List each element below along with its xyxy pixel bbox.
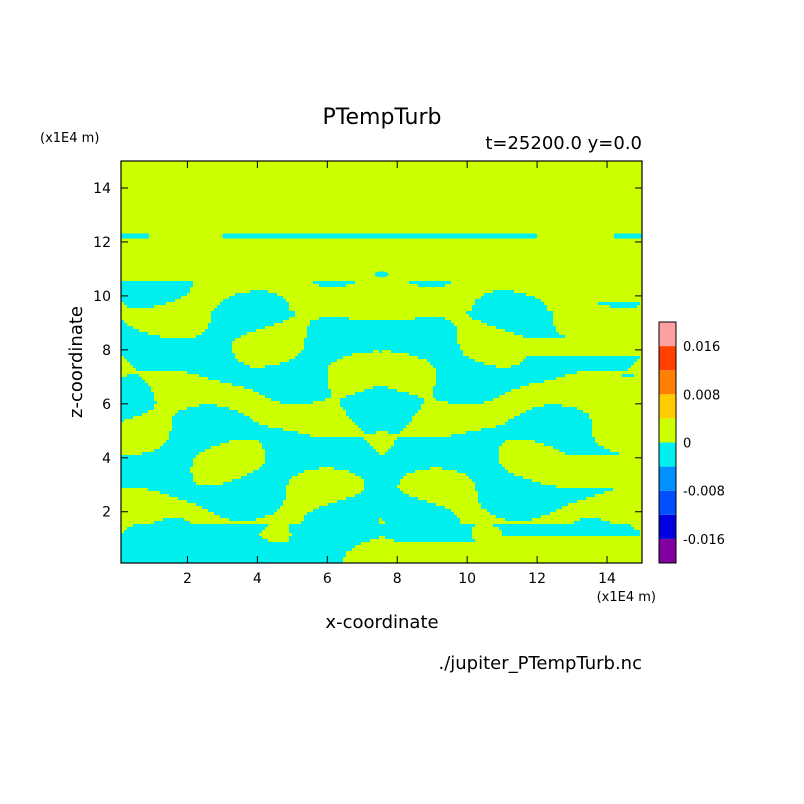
x-axis: 2 4 6 8 10 12 14 (183, 161, 616, 587)
colorbar-cell (659, 466, 676, 491)
x-axis-label: x-coordinate (325, 612, 438, 633)
colorbar-tick-label: -0.016 (683, 533, 725, 548)
colorbar-cell (659, 442, 676, 467)
colorbar-cell (659, 322, 676, 347)
x-tick-label: 10 (458, 571, 476, 587)
colorbar-tick-label: 0.016 (683, 340, 720, 355)
field-contours (121, 233, 642, 563)
chart-title: PTempTurb (323, 105, 442, 130)
colorbar-cell (659, 394, 676, 419)
source-file-label: ./jupiter_PTempTurb.nc (438, 653, 642, 674)
colorbar-cell (659, 346, 676, 371)
y-tick-label: 4 (102, 451, 111, 467)
x-tick-label: 14 (598, 571, 616, 587)
y-axis: 2 4 6 8 10 12 14 (93, 181, 642, 521)
colorbar-cell (659, 370, 676, 395)
y-tick-label: 8 (102, 343, 111, 359)
colorbar-cell (659, 490, 676, 515)
colorbar-tick-label: 0.008 (683, 388, 720, 403)
x-tick-label: 6 (323, 571, 332, 587)
x-tick-label: 2 (183, 571, 192, 587)
plot-frame (120, 160, 643, 564)
colorbar-cell (659, 418, 676, 443)
y-tick-label: 2 (102, 505, 111, 521)
y-tick-label: 6 (102, 397, 111, 413)
y-tick-label: 10 (93, 289, 111, 305)
x-scale-label: (x1E4 m) (597, 590, 656, 605)
y-tick-label: 12 (93, 235, 111, 251)
y-axis-label: z-coordinate (66, 306, 87, 418)
y-tick-label: 14 (93, 181, 111, 197)
y-scale-label: (x1E4 m) (40, 131, 99, 146)
colorbar-cell (659, 538, 676, 563)
x-tick-label: 12 (528, 571, 546, 587)
colorbar-cell (659, 514, 676, 539)
chart-subtitle: t=25200.0 y=0.0 (485, 133, 642, 154)
colorbar-tick-label: 0 (683, 437, 691, 452)
x-tick-label: 8 (393, 571, 402, 587)
colorbar-tick-label: -0.008 (683, 485, 725, 500)
colorbar-frame (658, 321, 677, 564)
colorbar: 0.016 0.008 0 -0.008 -0.016 (658, 321, 725, 564)
x-tick-label: 4 (253, 571, 262, 587)
